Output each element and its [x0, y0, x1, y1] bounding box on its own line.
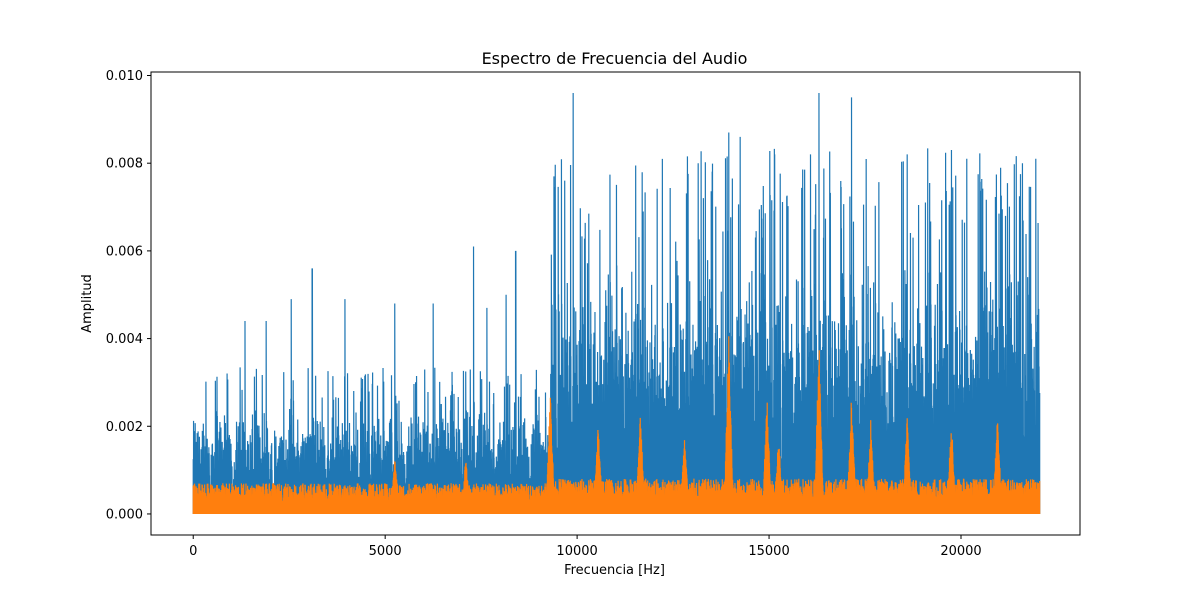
- chart-title: Espectro de Frecuencia del Audio: [482, 49, 748, 68]
- x-tick-label: 20000: [940, 544, 981, 559]
- y-tick-label: 0.008: [106, 157, 143, 172]
- y-tick-label: 0.010: [106, 69, 143, 84]
- y-tick-label: 0.000: [106, 507, 143, 522]
- x-tick-label: 0: [189, 544, 197, 559]
- series-2: [192, 336, 1041, 514]
- x-tick-label: 15000: [748, 544, 789, 559]
- x-axis: 0 5000 10000 15000 20000: [189, 535, 982, 559]
- y-tick-label: 0.006: [106, 244, 143, 259]
- y-axis-label: Amplitud: [80, 274, 95, 333]
- y-axis: 0.000 0.002 0.004 0.006 0.008 0.010: [106, 69, 151, 522]
- y-tick-label: 0.004: [106, 332, 143, 347]
- x-tick-label: 10000: [556, 544, 597, 559]
- series-1: [192, 93, 1041, 514]
- x-tick-label: 5000: [369, 544, 402, 559]
- series-2-line: [192, 336, 1041, 514]
- plot-frame: [150, 71, 1081, 536]
- y-tick-label: 0.002: [106, 420, 143, 435]
- series-1-line: [192, 93, 1041, 514]
- x-axis-label: Frecuencia [Hz]: [564, 563, 665, 578]
